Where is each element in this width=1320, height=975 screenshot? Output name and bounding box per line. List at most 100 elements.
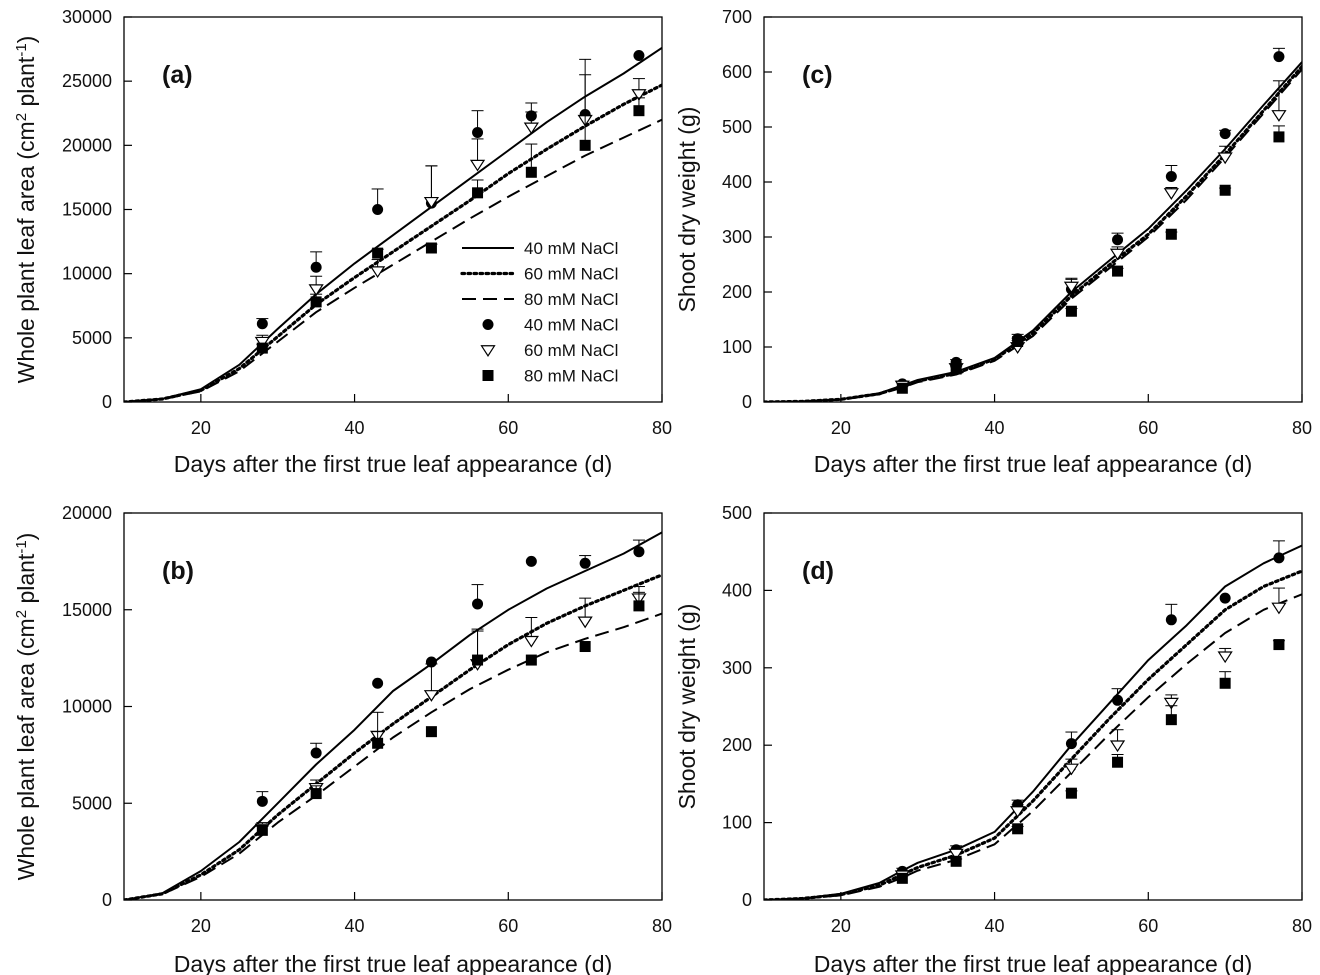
series-line-0 bbox=[124, 46, 662, 402]
data-point-3 bbox=[310, 261, 322, 273]
y-tick-label: 100 bbox=[722, 337, 752, 357]
x-tick-label: 80 bbox=[652, 916, 672, 936]
y-tick-label: 500 bbox=[722, 117, 752, 137]
x-axis-title: Days after the first true leaf appearanc… bbox=[814, 451, 1253, 477]
legend-label: 40 mM NaCl bbox=[524, 316, 618, 335]
data-point-3 bbox=[525, 555, 537, 567]
y-axis-title: Whole plant leaf area (cm2 plant-1) bbox=[13, 533, 40, 881]
series-line-1 bbox=[764, 64, 1302, 402]
x-tick-label: 20 bbox=[191, 916, 211, 936]
legend-marker-sample bbox=[482, 319, 494, 330]
x-tick-label: 80 bbox=[1292, 418, 1312, 438]
data-point-4 bbox=[1063, 281, 1080, 294]
y-tick-label: 10000 bbox=[62, 697, 112, 717]
x-tick-label: 40 bbox=[985, 916, 1005, 936]
data-point-5 bbox=[1219, 184, 1231, 196]
y-axis-title-part: 2 bbox=[13, 610, 30, 618]
y-tick-label: 500 bbox=[722, 503, 752, 523]
data-point-5 bbox=[310, 296, 322, 308]
plot-frame bbox=[763, 512, 1303, 901]
y-axis-title-part: ) bbox=[13, 533, 39, 541]
series-line-2 bbox=[124, 612, 662, 900]
data-point-5 bbox=[372, 247, 384, 259]
y-tick-label: 15000 bbox=[62, 200, 112, 220]
data-point-3 bbox=[472, 598, 484, 610]
y-tick-label: 5000 bbox=[72, 328, 112, 348]
data-point-3 bbox=[1219, 128, 1231, 140]
y-tick-label: 200 bbox=[722, 282, 752, 302]
data-point-5 bbox=[310, 788, 322, 800]
data-point-4 bbox=[423, 196, 440, 209]
data-point-5 bbox=[1012, 823, 1024, 835]
y-tick-label: 400 bbox=[722, 580, 752, 600]
series-line-1 bbox=[764, 569, 1302, 900]
y-tick-label: 0 bbox=[742, 890, 752, 910]
data-point-4 bbox=[423, 690, 440, 702]
data-point-4 bbox=[254, 336, 270, 349]
y-tick-label: 400 bbox=[722, 172, 752, 192]
data-point-5 bbox=[525, 166, 537, 178]
chart-panel-0: 20 40 60 80 0 5000 10000 15000 20000 25000 30000 (a… bbox=[13, 7, 673, 477]
legend-label: 60 mM NaCl bbox=[524, 341, 618, 360]
data-point-5 bbox=[1065, 787, 1077, 799]
data-point-3 bbox=[579, 557, 591, 569]
data-point-4 bbox=[631, 89, 647, 101]
data-point-4 bbox=[948, 848, 964, 861]
x-tick-label: 20 bbox=[831, 418, 851, 438]
data-point-3 bbox=[1112, 694, 1124, 706]
panel-label: (b) bbox=[162, 557, 194, 585]
data-point-4 bbox=[1010, 806, 1026, 818]
data-point-3 bbox=[633, 50, 645, 61]
data-point-5 bbox=[1065, 305, 1077, 317]
data-point-5 bbox=[633, 105, 645, 117]
x-tick-label: 60 bbox=[1138, 916, 1158, 936]
y-tick-label: 10000 bbox=[62, 264, 112, 284]
data-point-5 bbox=[425, 726, 437, 738]
data-point-5 bbox=[579, 641, 591, 653]
data-point-5 bbox=[1112, 265, 1124, 277]
x-tick-label: 60 bbox=[1138, 418, 1158, 438]
series-line-0 bbox=[124, 531, 662, 900]
data-point-5 bbox=[372, 737, 384, 749]
y-tick-label: 600 bbox=[722, 62, 752, 82]
y-tick-label: 0 bbox=[102, 392, 112, 412]
data-point-3 bbox=[372, 204, 384, 215]
data-point-4 bbox=[469, 159, 486, 172]
data-point-4 bbox=[1271, 110, 1287, 122]
y-axis-title-part: Whole plant leaf area (cm bbox=[13, 121, 39, 383]
series-line-0 bbox=[764, 61, 1302, 402]
y-axis-title-part: plant bbox=[13, 56, 39, 113]
data-point-5 bbox=[256, 824, 268, 836]
x-tick-label: 40 bbox=[345, 418, 365, 438]
data-point-5 bbox=[896, 382, 908, 394]
data-point-4 bbox=[1217, 651, 1233, 664]
x-axis-title: Days after the first true leaf appearanc… bbox=[174, 451, 613, 477]
x-tick-label: 60 bbox=[498, 916, 518, 936]
data-point-5 bbox=[1273, 131, 1285, 143]
data-point-5 bbox=[950, 363, 962, 375]
y-axis-title-part: plant bbox=[13, 553, 39, 610]
y-tick-label: 0 bbox=[742, 392, 752, 412]
panel-label: (c) bbox=[802, 61, 833, 89]
y-axis-title-part: 2 bbox=[13, 113, 30, 121]
legend-marker-sample bbox=[482, 370, 494, 381]
plot-frame bbox=[123, 512, 663, 901]
legend: 40 mM NaCl 60 mM NaCl 80 mM NaCl 40 mM NaCl… bbox=[460, 239, 618, 386]
data-point-5 bbox=[1112, 756, 1124, 768]
data-point-3 bbox=[472, 127, 484, 138]
x-tick-label: 20 bbox=[831, 916, 851, 936]
plot-frame bbox=[763, 16, 1303, 403]
y-axis-title-part: -1 bbox=[13, 43, 30, 56]
data-point-4 bbox=[523, 122, 539, 135]
series-line-2 bbox=[764, 68, 1302, 402]
data-point-3 bbox=[1065, 738, 1077, 750]
data-point-4 bbox=[1109, 740, 1126, 753]
data-point-3 bbox=[1165, 614, 1177, 626]
data-point-5 bbox=[472, 654, 484, 666]
data-point-4 bbox=[308, 284, 324, 297]
x-tick-label: 80 bbox=[1292, 916, 1312, 936]
series-line-1 bbox=[124, 83, 662, 402]
data-point-5 bbox=[1273, 639, 1285, 651]
data-point-4 bbox=[1063, 763, 1080, 776]
data-point-3 bbox=[1273, 51, 1285, 63]
